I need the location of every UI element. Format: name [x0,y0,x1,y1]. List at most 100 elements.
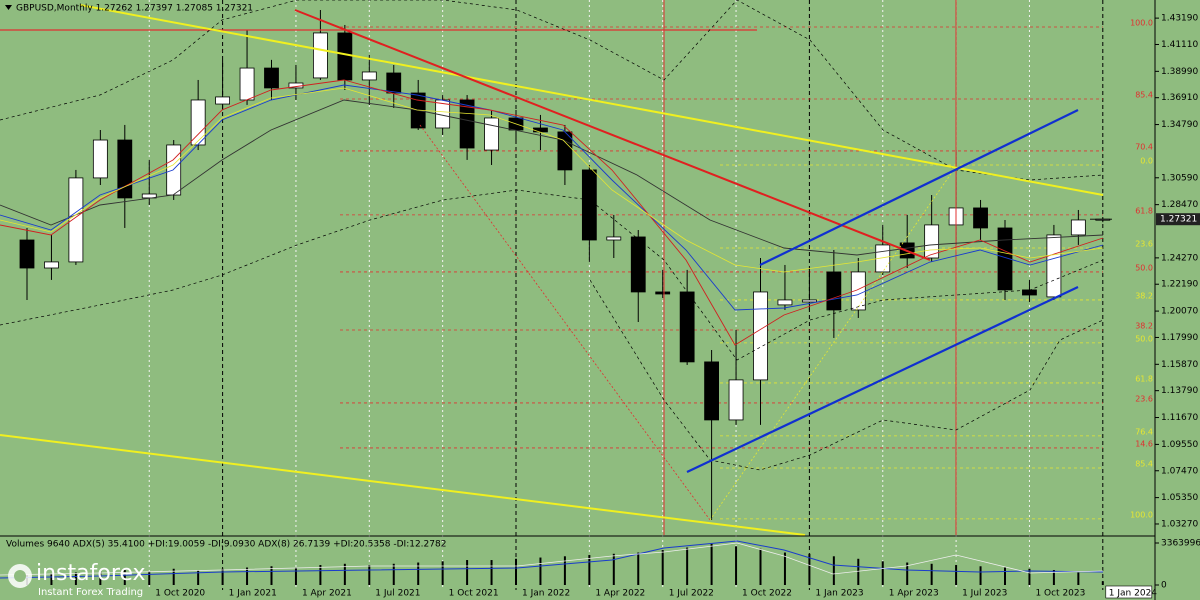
x-tick-label: 1 Apr 2022 [595,589,645,599]
candle-body [557,131,573,171]
fib-label: 50.0 [1135,263,1153,272]
fib-label: 100.0 [1130,18,1153,27]
current-price-box [1156,213,1200,226]
candle-body [459,99,475,149]
y-tick-label: 1.07470 [1161,466,1198,476]
y-tick-label: 1.41110 [1161,40,1198,50]
y-tick-label: 1.05350 [1161,493,1198,503]
candle-body [606,236,622,241]
y-tick-label: 1.20070 [1161,307,1198,317]
candle-body [581,169,597,241]
x-tick-label: 1 Jan 2024 [1109,589,1157,599]
candle-body [19,239,35,269]
chart-title: GBPUSD,Monthly 1.27262 1.27397 1.27085 1… [16,4,253,14]
moving-average [0,87,1104,273]
trend-line [0,434,806,536]
fib-label: 38.2 [1135,291,1153,300]
candle-body [190,99,206,146]
bollinger-band [0,189,1104,361]
candle-body [802,299,817,303]
x-tick-label: 1 Jul 2023 [962,589,1007,599]
fib-diagonal [709,167,956,521]
candle-body [728,379,744,421]
candle-body [264,67,279,89]
candle-body [1070,219,1086,236]
x-tick-label: 1 Oct 2023 [1035,589,1085,599]
overlays [0,0,1156,600]
watermark: instaforex Instant Forex Trading [8,561,146,598]
x-tick-label: 1 Jul 2021 [375,589,420,599]
candle-body [973,207,988,229]
fib-label: 61.8 [1135,206,1153,215]
x-tick-label: 1 Oct 2021 [449,589,499,599]
watermark-tagline: Instant Forex Trading [38,587,143,598]
candle-body [630,236,646,293]
fib-label: 61.8 [1135,374,1153,383]
y-tick-label: 1.15870 [1161,360,1198,370]
y-tick-label: 1.24270 [1161,253,1198,263]
y-tick-label: 1.34790 [1161,120,1198,130]
moving-average [0,99,1104,256]
candle-body [679,291,695,363]
y-tick-label: 1.03270 [1161,519,1198,529]
channel-line [759,109,1079,266]
x-label-box [1105,585,1153,599]
candle-body [655,291,671,295]
candle-body [312,32,328,79]
y-tick-label: 3363996 [1161,539,1200,549]
y-tick-label: 1.17990 [1161,333,1198,343]
adx-line [0,540,1104,579]
candle-body [386,72,402,94]
watermark-logo [14,570,26,582]
candle-body [533,127,548,133]
y-tick-label: 1.09550 [1161,440,1198,450]
candle-body [117,139,133,199]
trend-line [79,4,1104,196]
y-tick-label: 0 [1161,581,1167,591]
indicator-title: Volumes 9640 ADX(5) 35.4100 +DI:19.0059 … [6,540,446,550]
fib-diagonal [419,124,711,521]
moving-average [0,84,1104,311]
fib-label: 85.4 [1135,459,1153,468]
fib-label: 14.6 [1135,439,1153,448]
plot [19,0,1111,590]
fib-label: 70.4 [1135,142,1153,151]
candle-body [777,299,793,306]
x-tick-label: 1 Jan 2022 [522,589,570,599]
di-line [0,542,1104,576]
fib-label: 76.4 [1135,427,1153,436]
current-price-label: 1.27321 [1160,215,1197,225]
candle-body [44,261,59,269]
y-tick-label: 1.36910 [1161,93,1198,103]
y-tick-label: 1.38990 [1161,67,1198,77]
x-tick-label: 1 Jan 2023 [815,589,863,599]
y-tick-label: 1.11670 [1161,413,1198,423]
x-tick-label: 1 Apr 2023 [889,589,939,599]
fib-label: 0.0 [1140,156,1153,165]
candle-body [997,227,1013,291]
watermark-brand: instaforex [36,561,146,586]
candle-body [68,177,84,263]
candle-body [92,139,108,179]
x-tick-label: 1 Jan 2021 [229,589,277,599]
moving-average [0,79,1104,346]
x-tick-label: 1 Jul 2022 [669,589,714,599]
trend-line [294,9,931,261]
fib-label: 85.4 [1135,90,1153,99]
fib-label: 23.6 [1135,394,1153,403]
candle-body [753,291,768,381]
bollinger-band [0,0,1104,181]
y-tick-label: 1.43190 [1161,14,1198,24]
fib-label: 38.2 [1135,321,1153,330]
y-tick-label: 1.30590 [1161,173,1198,183]
candle-body [215,96,231,105]
fib-label: 23.6 [1135,239,1153,248]
candle-body [704,361,719,421]
title-icon [5,5,12,10]
x-tick-label: 1 Apr 2021 [302,589,352,599]
candle-body [166,144,182,196]
candle-body [361,71,377,81]
x-tick-label: 1 Oct 2020 [155,589,205,599]
